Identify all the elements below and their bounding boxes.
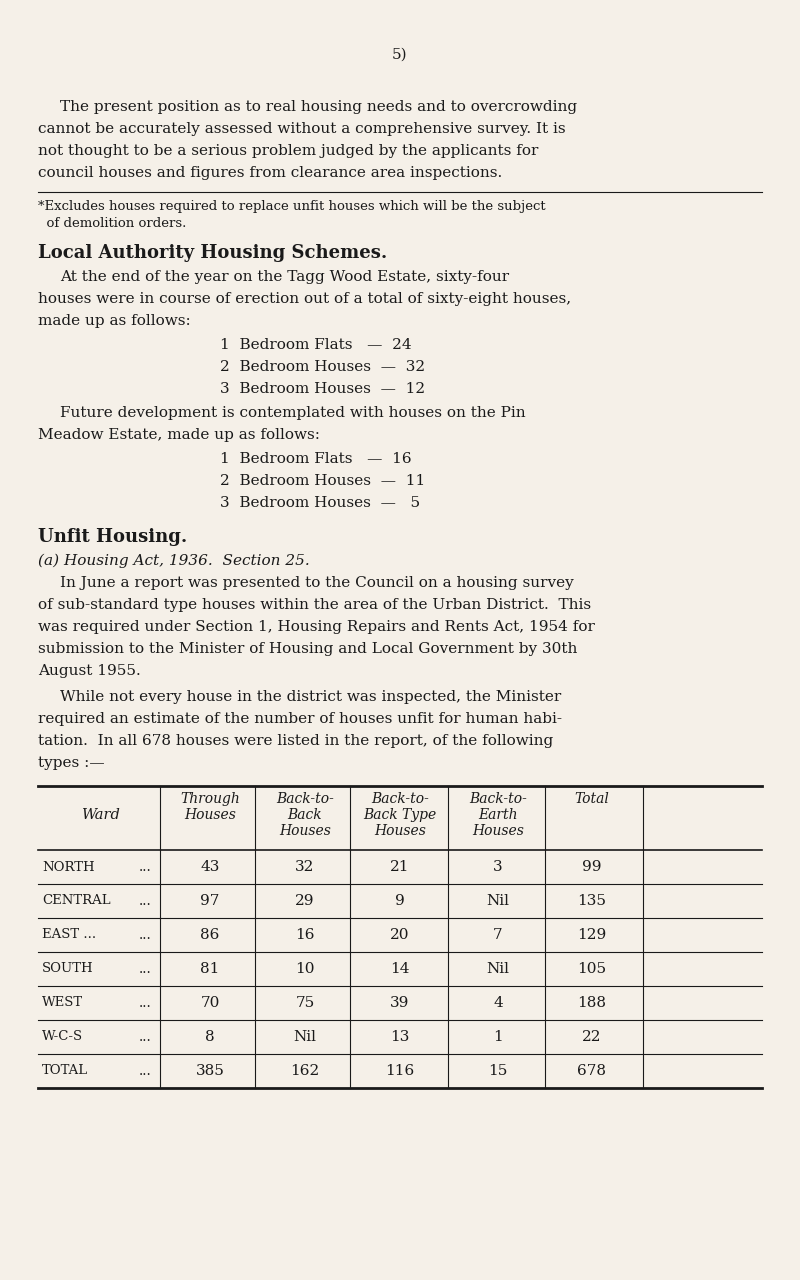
Text: 16: 16 [295, 928, 314, 942]
Text: CENTRAL: CENTRAL [42, 895, 110, 908]
Text: ...: ... [139, 893, 152, 908]
Text: types :—: types :— [38, 756, 105, 771]
Text: 3  Bedroom Houses  —   5: 3 Bedroom Houses — 5 [220, 497, 420, 509]
Text: Ward: Ward [81, 808, 119, 822]
Text: 129: 129 [578, 928, 606, 942]
Text: ...: ... [139, 860, 152, 874]
Text: 116: 116 [386, 1064, 414, 1078]
Text: Meadow Estate, made up as follows:: Meadow Estate, made up as follows: [38, 428, 320, 442]
Text: SOUTH: SOUTH [42, 963, 94, 975]
Text: Local Authority Housing Schemes.: Local Authority Housing Schemes. [38, 244, 387, 262]
Text: ...: ... [139, 996, 152, 1010]
Text: 3: 3 [493, 860, 503, 874]
Text: WEST: WEST [42, 997, 83, 1010]
Text: 10: 10 [295, 963, 314, 977]
Text: Houses: Houses [374, 824, 426, 838]
Text: 162: 162 [290, 1064, 320, 1078]
Text: 97: 97 [200, 893, 220, 908]
Text: Back-to-: Back-to- [469, 792, 527, 806]
Text: cannot be accurately assessed without a comprehensive survey. It is: cannot be accurately assessed without a … [38, 122, 566, 136]
Text: 1  Bedroom Flats   —  24: 1 Bedroom Flats — 24 [220, 338, 412, 352]
Text: Nil: Nil [486, 893, 510, 908]
Text: 20: 20 [390, 928, 410, 942]
Text: ...: ... [139, 1064, 152, 1078]
Text: 22: 22 [582, 1030, 602, 1044]
Text: 1  Bedroom Flats   —  16: 1 Bedroom Flats — 16 [220, 452, 412, 466]
Text: 2  Bedroom Houses  —  32: 2 Bedroom Houses — 32 [220, 360, 425, 374]
Text: of demolition orders.: of demolition orders. [38, 218, 186, 230]
Text: tation.  In all 678 houses were listed in the report, of the following: tation. In all 678 houses were listed in… [38, 733, 554, 748]
Text: houses were in course of erection out of a total of sixty-eight houses,: houses were in course of erection out of… [38, 292, 571, 306]
Text: 8: 8 [205, 1030, 215, 1044]
Text: Total: Total [574, 792, 610, 806]
Text: ...: ... [139, 928, 152, 942]
Text: 678: 678 [578, 1064, 606, 1078]
Text: NORTH: NORTH [42, 860, 94, 873]
Text: of sub-standard type houses within the area of the Urban District.  This: of sub-standard type houses within the a… [38, 598, 591, 612]
Text: 39: 39 [390, 996, 410, 1010]
Text: 15: 15 [488, 1064, 508, 1078]
Text: At the end of the year on the Tagg Wood Estate, sixty-four: At the end of the year on the Tagg Wood … [60, 270, 509, 284]
Text: 1: 1 [493, 1030, 503, 1044]
Text: 21: 21 [390, 860, 410, 874]
Text: 188: 188 [578, 996, 606, 1010]
Text: Houses: Houses [279, 824, 331, 838]
Text: 7: 7 [493, 928, 503, 942]
Text: 70: 70 [200, 996, 220, 1010]
Text: Through: Through [180, 792, 240, 806]
Text: 9: 9 [395, 893, 405, 908]
Text: 385: 385 [195, 1064, 225, 1078]
Text: 81: 81 [200, 963, 220, 977]
Text: 135: 135 [578, 893, 606, 908]
Text: ...: ... [139, 1030, 152, 1044]
Text: 4: 4 [493, 996, 503, 1010]
Text: Nil: Nil [294, 1030, 317, 1044]
Text: was required under Section 1, Housing Repairs and Rents Act, 1954 for: was required under Section 1, Housing Re… [38, 620, 595, 634]
Text: 99: 99 [582, 860, 602, 874]
Text: 105: 105 [578, 963, 606, 977]
Text: made up as follows:: made up as follows: [38, 314, 190, 328]
Text: 2  Bedroom Houses  —  11: 2 Bedroom Houses — 11 [220, 474, 426, 488]
Text: (a) Housing Act, 1936.  Section 25.: (a) Housing Act, 1936. Section 25. [38, 554, 310, 568]
Text: In June a report was presented to the Council on a housing survey: In June a report was presented to the Co… [60, 576, 574, 590]
Text: 3  Bedroom Houses  —  12: 3 Bedroom Houses — 12 [220, 381, 425, 396]
Text: Future development is contemplated with houses on the Pin: Future development is contemplated with … [60, 406, 526, 420]
Text: EAST ...: EAST ... [42, 928, 96, 942]
Text: August 1955.: August 1955. [38, 664, 141, 678]
Text: council houses and figures from clearance area inspections.: council houses and figures from clearanc… [38, 166, 502, 180]
Text: Houses: Houses [184, 808, 236, 822]
Text: Back: Back [288, 808, 322, 822]
Text: W-C-S: W-C-S [42, 1030, 83, 1043]
Text: Back Type: Back Type [363, 808, 437, 822]
Text: Back-to-: Back-to- [276, 792, 334, 806]
Text: Earth: Earth [478, 808, 518, 822]
Text: 86: 86 [200, 928, 220, 942]
Text: 13: 13 [390, 1030, 410, 1044]
Text: not thought to be a serious problem judged by the applicants for: not thought to be a serious problem judg… [38, 145, 538, 157]
Text: 5): 5) [392, 49, 408, 61]
Text: Houses: Houses [472, 824, 524, 838]
Text: TOTAL: TOTAL [42, 1065, 88, 1078]
Text: required an estimate of the number of houses unfit for human habi-: required an estimate of the number of ho… [38, 712, 562, 726]
Text: 75: 75 [295, 996, 314, 1010]
Text: Nil: Nil [486, 963, 510, 977]
Text: While not every house in the district was inspected, the Minister: While not every house in the district wa… [60, 690, 562, 704]
Text: submission to the Minister of Housing and Local Government by 30th: submission to the Minister of Housing an… [38, 643, 578, 657]
Text: 32: 32 [295, 860, 314, 874]
Text: ...: ... [139, 963, 152, 977]
Text: Back-to-: Back-to- [371, 792, 429, 806]
Text: The present position as to real housing needs and to overcrowding: The present position as to real housing … [60, 100, 577, 114]
Text: 14: 14 [390, 963, 410, 977]
Text: 43: 43 [200, 860, 220, 874]
Text: *Excludes houses required to replace unfit houses which will be the subject: *Excludes houses required to replace unf… [38, 200, 546, 212]
Text: Unfit Housing.: Unfit Housing. [38, 529, 187, 547]
Text: 29: 29 [295, 893, 314, 908]
